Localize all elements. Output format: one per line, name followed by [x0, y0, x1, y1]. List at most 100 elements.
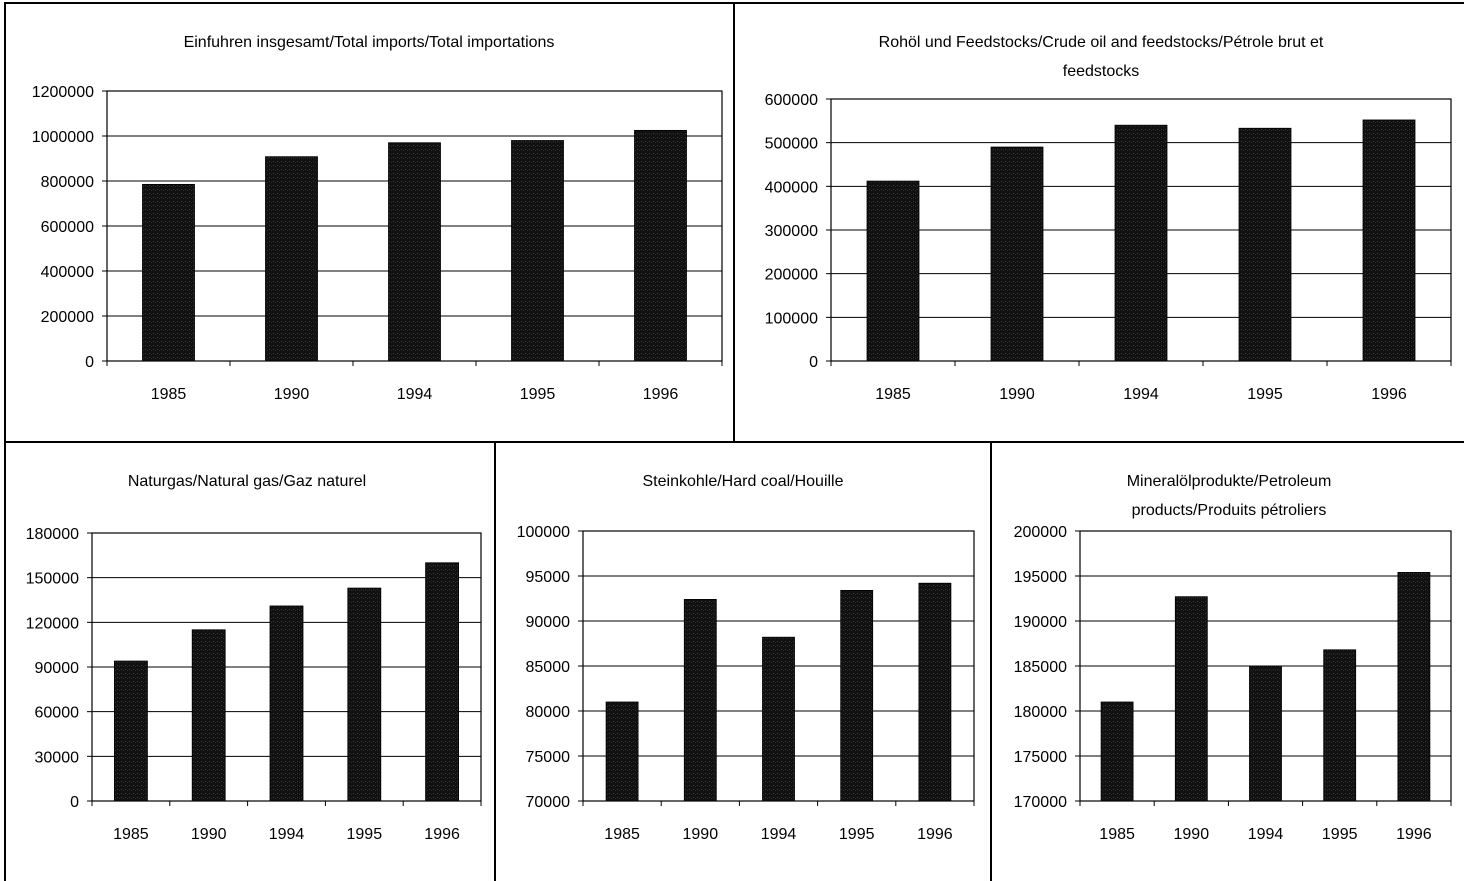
x-tick-label: 1995 — [839, 826, 875, 843]
bar-1990 — [191, 629, 226, 802]
bar-1996 — [425, 562, 460, 802]
x-tick-label: 1995 — [347, 826, 383, 843]
bar-1995 — [1238, 127, 1292, 362]
x-tick-label: 1995 — [1247, 386, 1283, 403]
chart-4: Mineralölprodukte/Petroleum products/Prod… — [1014, 473, 1452, 843]
chart-title-line: Einfuhren insgesamt/Total imports/Total … — [184, 34, 555, 51]
bar-1994 — [1114, 124, 1168, 362]
y-tick-label: 95000 — [526, 569, 571, 586]
bar-1996 — [634, 129, 687, 362]
y-tick-label: 75000 — [526, 749, 571, 766]
x-tick-label: 1996 — [424, 826, 460, 843]
y-tick-label: 100000 — [517, 524, 570, 541]
chart-3: Steinkohle/Hard coal/Houille 70000 75000 80… — [517, 473, 975, 843]
bar-1985 — [142, 183, 195, 362]
x-tick-label: 1985 — [604, 826, 640, 843]
y-tick-label: 85000 — [526, 659, 571, 676]
x-tick-label: 1990 — [683, 826, 719, 843]
x-tick-label: 1994 — [1123, 386, 1159, 403]
y-tick-label: 800000 — [41, 174, 94, 191]
bar-1994 — [1249, 665, 1282, 802]
y-tick-label: 150000 — [26, 571, 79, 588]
y-tick-label: 30000 — [35, 749, 80, 766]
chart-title-line: Mineralölprodukte/Petroleum — [1127, 473, 1332, 490]
bar-1995 — [840, 590, 874, 802]
x-tick-label: 1994 — [397, 386, 433, 403]
chart-1: Rohöl und Feedstocks/Crude oil and feeds… — [765, 34, 1452, 403]
y-tick-label: 600000 — [765, 92, 818, 109]
y-tick-label: 200000 — [41, 309, 94, 326]
bar-1994 — [388, 142, 441, 362]
x-tick-label: 1985 — [151, 386, 187, 403]
chart-title-line: Rohöl und Feedstocks/Crude oil and feeds… — [879, 34, 1324, 51]
y-tick-label: 90000 — [526, 614, 571, 631]
bar-1996 — [1397, 572, 1431, 802]
bar-1990 — [990, 146, 1044, 362]
chart-title-line: feedstocks — [1063, 63, 1139, 80]
y-tick-label: 70000 — [526, 794, 571, 811]
x-tick-label: 1985 — [113, 826, 149, 843]
chart-title-line: Naturgas/Natural gas/Gaz naturel — [128, 473, 366, 490]
bar-1985 — [866, 180, 920, 362]
x-tick-label: 1994 — [269, 826, 305, 843]
x-tick-label: 1996 — [1396, 826, 1432, 843]
x-tick-label: 1994 — [761, 826, 797, 843]
y-tick-label: 100000 — [765, 310, 818, 327]
bar-1995 — [511, 140, 564, 362]
y-tick-label: 90000 — [35, 660, 80, 677]
chart-title-line: products/Produits pétroliers — [1132, 502, 1327, 519]
y-tick-label: 400000 — [765, 179, 818, 196]
y-tick-label: 0 — [70, 794, 79, 811]
bar-1995 — [347, 587, 382, 802]
x-tick-label: 1990 — [999, 386, 1035, 403]
bar-1990 — [683, 599, 717, 802]
y-tick-label: 0 — [809, 354, 818, 371]
y-tick-label: 500000 — [765, 136, 818, 153]
chart-2: Naturgas/Natural gas/Gaz naturel 0 30000 60… — [26, 473, 482, 843]
y-tick-label: 185000 — [1014, 659, 1067, 676]
y-tick-label: 200000 — [765, 267, 818, 284]
bar-1985 — [605, 701, 639, 802]
x-tick-label: 1996 — [1371, 386, 1407, 403]
chart-0: Einfuhren insgesamt/Total imports/Total … — [32, 34, 723, 403]
x-tick-label: 1996 — [917, 826, 953, 843]
y-tick-label: 175000 — [1014, 749, 1067, 766]
x-tick-label: 1990 — [1174, 826, 1210, 843]
bar-1994 — [762, 636, 795, 802]
bar-1996 — [1362, 119, 1416, 362]
y-tick-label: 1000000 — [32, 129, 94, 146]
bar-1995 — [1323, 649, 1357, 802]
x-tick-label: 1994 — [1248, 826, 1284, 843]
x-tick-label: 1985 — [875, 386, 911, 403]
bar-1985 — [114, 660, 148, 802]
y-tick-label: 1200000 — [32, 84, 94, 101]
bar-1985 — [1100, 701, 1134, 802]
y-tick-label: 180000 — [1014, 704, 1067, 721]
bar-1994 — [269, 605, 304, 802]
y-tick-label: 190000 — [1014, 614, 1067, 631]
y-tick-label: 195000 — [1014, 569, 1067, 586]
y-tick-label: 170000 — [1014, 794, 1067, 811]
chart-panel-natural-gas — [4, 441, 496, 881]
bar-1990 — [1174, 596, 1208, 802]
y-tick-label: 400000 — [41, 264, 94, 281]
y-tick-label: 120000 — [26, 615, 79, 632]
y-tick-label: 60000 — [35, 705, 80, 722]
bar-1990 — [265, 156, 318, 362]
x-tick-label: 1996 — [643, 386, 679, 403]
x-tick-label: 1995 — [1322, 826, 1358, 843]
y-tick-label: 600000 — [41, 219, 94, 236]
y-tick-label: 0 — [85, 354, 94, 371]
bar-1996 — [918, 582, 952, 802]
x-tick-label: 1990 — [191, 826, 227, 843]
y-tick-label: 180000 — [26, 526, 79, 543]
y-tick-label: 80000 — [526, 704, 571, 721]
x-tick-label: 1995 — [520, 386, 556, 403]
chart-title-line: Steinkohle/Hard coal/Houille — [643, 473, 844, 490]
y-tick-label: 300000 — [765, 223, 818, 240]
x-tick-label: 1990 — [274, 386, 310, 403]
y-tick-label: 200000 — [1014, 524, 1067, 541]
chart-panel-petroleum-products — [990, 441, 1464, 881]
x-tick-label: 1985 — [1099, 826, 1135, 843]
